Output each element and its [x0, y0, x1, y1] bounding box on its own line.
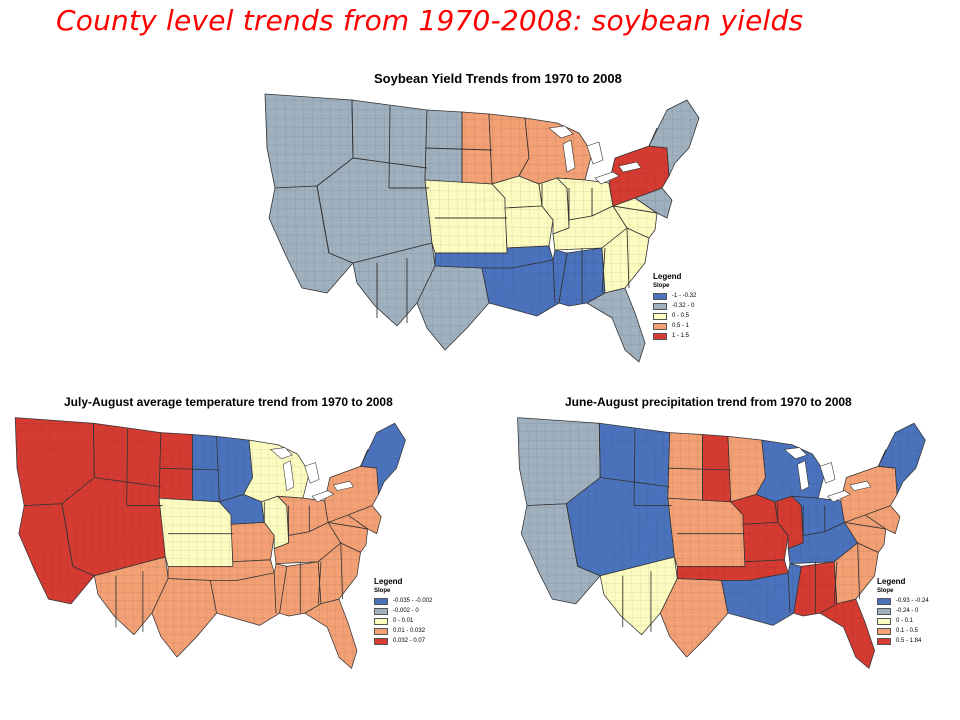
legend-row: 1 - 1.5 [653, 331, 696, 341]
legend-row: -0.93 - -0.24 [877, 596, 929, 606]
legend-swatch [374, 617, 388, 625]
legend-subtitle: Slope [877, 588, 894, 594]
precipitation-trend-map [517, 417, 926, 669]
great-lake [562, 139, 576, 173]
legend-swatch [877, 617, 891, 625]
region-florida [586, 287, 646, 363]
legend-label: 0 - 0.5 [672, 313, 690, 319]
region-new-england [877, 422, 926, 495]
legend-swatch [374, 637, 388, 645]
great-lake [548, 125, 574, 139]
legend-title: Legend [653, 272, 682, 281]
legend-swatch [653, 312, 667, 320]
legend-row: 0 - 0.1 [877, 616, 929, 626]
legend-swatch [653, 332, 667, 340]
slide-title: County level trends from 1970-2008: soyb… [56, 4, 804, 37]
legend-subtitle: Slope [653, 283, 670, 289]
legend-row: 0.032 - 0.07 [374, 636, 432, 646]
great-lake [797, 460, 810, 492]
legend-swatch [877, 627, 891, 635]
legend-swatch [653, 322, 667, 330]
legend-label: -0.002 - 0 [393, 608, 419, 614]
state-borders [61, 423, 369, 632]
legend-label: -1 - -0.32 [672, 293, 697, 299]
legend-swatch [374, 597, 388, 605]
legend-label: -0.035 - -0.002 [393, 598, 433, 604]
legend-swatch [374, 627, 388, 635]
legend-label: -0.32 - 0 [672, 303, 695, 309]
legend-label: 0.5 - 1 [672, 323, 690, 329]
state-borders [316, 99, 658, 323]
region-new-england [648, 99, 700, 177]
region-florida [819, 598, 875, 669]
legend-row: -0.24 - 0 [877, 606, 929, 616]
great-lake [269, 447, 293, 460]
legend-row: -0.32 - 0 [653, 301, 696, 311]
state-borders [565, 423, 887, 632]
legend-swatch [653, 302, 667, 310]
legend-swatch [877, 607, 891, 615]
legend-label: -0.93 - -0.24 [896, 598, 929, 604]
soy-map-legend: Legend Slope -1 - -0.32 -0.32 - 0 0 - 0.… [653, 272, 696, 341]
region-missouri [742, 522, 789, 563]
great-lake [849, 480, 872, 491]
legend-label: -0.24 - 0 [896, 608, 919, 614]
legend-swatch [374, 607, 388, 615]
legend-row: 0 - 0.01 [374, 616, 432, 626]
precipitation-map-legend: Legend Slope -0.93 - -0.24 -0.24 - 0 0 -… [877, 577, 929, 646]
precipitation-map-title: June-August precipitation trend from 197… [565, 395, 852, 409]
legend-label: 0 - 0.1 [896, 618, 914, 624]
great-lake [819, 462, 836, 484]
great-lake [783, 447, 808, 460]
great-lake [282, 460, 295, 492]
legend-swatch [877, 597, 891, 605]
legend-row: 0 - 0.5 [653, 311, 696, 321]
legend-row: -0.035 - -0.002 [374, 596, 432, 606]
legend-title: Legend [374, 577, 403, 586]
region-missouri [504, 205, 554, 249]
legend-label: 0 - 0.01 [393, 618, 414, 624]
great-lake [618, 161, 642, 173]
legend-swatch [877, 637, 891, 645]
great-lake [304, 462, 320, 484]
temperature-trend-map [14, 417, 406, 669]
region-lower-mississippi [481, 249, 568, 317]
region-florida [304, 598, 358, 669]
great-lake [827, 490, 851, 503]
legend-row: 0.5 - 1 [653, 321, 696, 331]
great-lake [333, 480, 354, 491]
legend-row: -1 - -0.32 [653, 291, 696, 301]
legend-row: 0.1 - 0.5 [877, 626, 929, 636]
legend-row: 0.01 - 0.032 [374, 626, 432, 636]
region-lower-mississippi [209, 563, 288, 626]
legend-label: 1 - 1.5 [672, 333, 690, 339]
great-lake [311, 490, 335, 503]
soy-map-title: Soybean Yield Trends from 1970 to 2008 [374, 71, 622, 86]
great-lake [586, 141, 604, 165]
legend-row: -0.002 - 0 [374, 606, 432, 616]
legend-label: 0.01 - 0.032 [393, 628, 426, 634]
soy-yield-map [264, 93, 700, 363]
legend-subtitle: Slope [374, 588, 391, 594]
temperature-map-legend: Legend Slope -0.035 - -0.002 -0.002 - 0 … [374, 577, 432, 646]
legend-label: 0.1 - 0.5 [896, 628, 919, 634]
legend-swatch [653, 292, 667, 300]
region-lower-mississippi [721, 563, 802, 626]
legend-label: 0.032 - 0.07 [393, 638, 426, 644]
legend-title: Legend [877, 577, 906, 586]
region-new-england [360, 422, 406, 495]
great-lake [594, 171, 620, 185]
region-missouri [230, 522, 275, 563]
temperature-map-title: July-August average temperature trend fr… [64, 395, 393, 409]
legend-label: 0.5 - 1.84 [896, 638, 922, 644]
legend-row: 0.5 - 1.84 [877, 636, 929, 646]
